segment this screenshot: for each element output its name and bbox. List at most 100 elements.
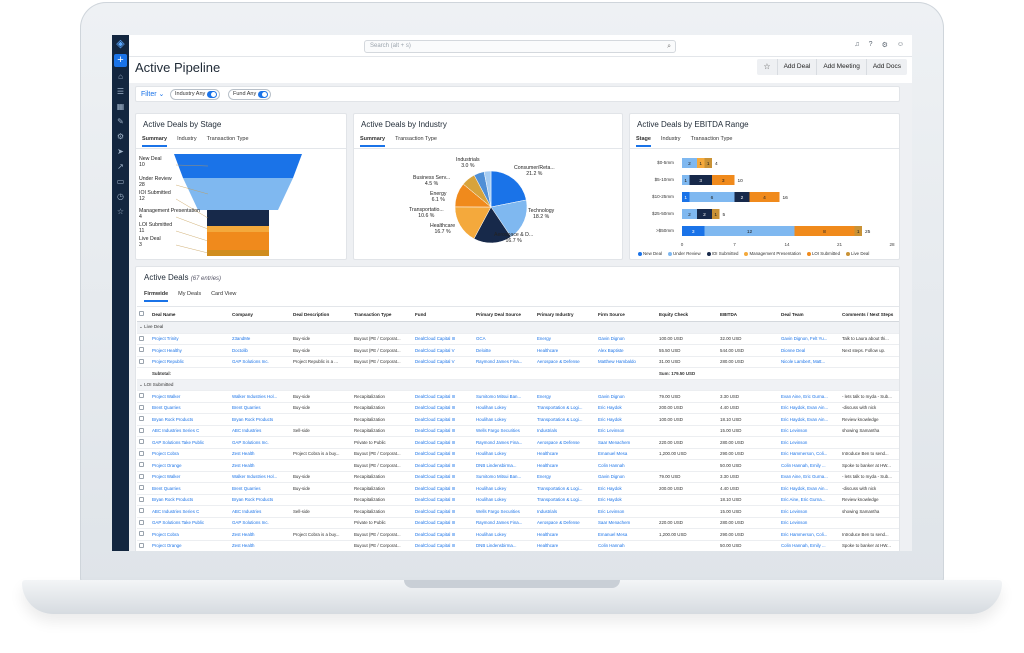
table-cell[interactable]: Eric Haydok, Evan Ain... <box>779 413 840 426</box>
bar-segment[interactable] <box>689 192 735 202</box>
bell-icon[interactable]: ♫ <box>854 41 860 48</box>
table-cell[interactable]: Zest Health <box>230 528 291 541</box>
table-cell[interactable]: DealCloud Capital III <box>413 494 474 506</box>
help-icon[interactable]: ? <box>868 41 873 48</box>
group-header-label[interactable]: ⌄ LOI Submitted <box>137 379 899 391</box>
select-all-checkbox[interactable] <box>137 306 150 322</box>
add-deal-button[interactable]: Add Deal <box>776 59 817 75</box>
table-cell[interactable]: Project Orange <box>150 459 230 472</box>
tab-summary[interactable]: Summary <box>360 136 386 147</box>
bar-segment[interactable] <box>749 192 780 202</box>
funnel-band[interactable] <box>174 154 302 178</box>
table-cell[interactable]: Eric Haydok, Evan Ain... <box>779 482 840 495</box>
table-cell[interactable]: GAP Solutions Take Public <box>150 517 230 529</box>
table-cell[interactable]: Emanuel Mesa <box>596 528 657 541</box>
table-cell[interactable]: Bryan Rock Products <box>230 413 291 426</box>
table-row[interactable]: Project Trinity 23andMe Buy-side Buyout (PE… <box>137 333 899 345</box>
bar-segment[interactable] <box>854 226 863 236</box>
column-header[interactable]: Transaction Type <box>352 306 413 322</box>
table-cell[interactable]: DNB Lindensbirma... <box>474 540 535 551</box>
bar-segment[interactable] <box>682 226 705 236</box>
list-icon[interactable]: ☰ <box>116 87 125 96</box>
table-cell[interactable]: Zest Health <box>230 459 291 472</box>
bar-segment[interactable] <box>712 175 735 185</box>
table-row[interactable]: Project Cobra Zest Health Project Cobra is… <box>137 448 899 460</box>
table-cell[interactable]: Saar Menachem <box>596 517 657 529</box>
table-cell[interactable]: DealCloud Capital V <box>413 344 474 357</box>
table-cell[interactable]: Evan Aine, Eric Gurna... <box>779 390 840 403</box>
table-cell[interactable]: Deloitte <box>474 344 535 357</box>
table-cell[interactable]: DealCloud Capital III <box>413 482 474 495</box>
table-cell[interactable]: DealCloud Capital III <box>413 333 474 345</box>
pie-slice[interactable] <box>490 199 528 238</box>
table-cell[interactable]: Evan Aine, Eric Gurna... <box>779 471 840 483</box>
table-cell[interactable]: DealCloud Capital III <box>413 540 474 551</box>
pie-slice[interactable] <box>490 170 527 208</box>
bar-segment[interactable] <box>682 209 697 219</box>
bar-segment[interactable] <box>704 226 795 236</box>
row-checkbox[interactable] <box>137 517 150 529</box>
table-cell[interactable]: Bryan Rock Products <box>150 413 230 426</box>
table-cell[interactable]: Brent Quarries <box>150 482 230 495</box>
table-cell[interactable]: Houlihan Lokey <box>474 482 535 495</box>
table-cell[interactable]: Walker Industries Hol... <box>230 390 291 403</box>
tab-my-deals[interactable]: My Deals <box>178 291 202 297</box>
legend-item[interactable]: New Deal <box>638 251 662 256</box>
tab-industry[interactable]: Industry <box>660 136 681 142</box>
bar-segment[interactable] <box>697 158 705 168</box>
table-cell[interactable]: Project Republic <box>150 356 230 368</box>
table-cell[interactable]: DealCloud Capital III <box>413 505 474 518</box>
table-cell[interactable]: Eric Levinson <box>779 517 840 529</box>
table-cell[interactable]: Transportation & Logi... <box>535 413 596 426</box>
add-docs-button[interactable]: Add Docs <box>865 59 907 75</box>
table-cell[interactable]: Colin Hannah, Emily ... <box>779 540 840 551</box>
table-cell[interactable]: Houlihan Lokey <box>474 413 535 426</box>
column-header[interactable]: Deal Name <box>150 306 230 322</box>
table-cell[interactable]: ABC Industries Series C <box>150 425 230 437</box>
table-cell[interactable]: Healthcare <box>535 459 596 472</box>
table-cell[interactable]: DealCloud Capital III <box>413 528 474 541</box>
table-row[interactable]: Brent Quarries Brent Quarries Buy-side Reca… <box>137 402 899 414</box>
row-checkbox[interactable] <box>137 471 150 483</box>
table-cell[interactable]: DealCloud Capital III <box>413 448 474 460</box>
legend-item[interactable]: IOI Submitted <box>706 251 738 256</box>
table-cell[interactable]: Energy <box>535 390 596 403</box>
table-cell[interactable]: ABC Industries <box>230 505 291 518</box>
table-cell[interactable]: DealCloud Capital III <box>413 390 474 403</box>
column-header[interactable]: EBITDA <box>718 306 779 322</box>
table-cell[interactable]: Alex Baptiste <box>596 344 657 357</box>
group-header-label[interactable]: ⌄ Live Deal <box>137 321 899 334</box>
legend-item[interactable]: Under Review <box>668 251 701 256</box>
table-cell[interactable]: Aerospace & Defense <box>535 436 596 449</box>
table-row[interactable]: GAP Solutions Take Public GAP Solutions I… <box>137 436 899 449</box>
column-header[interactable]: Company <box>230 306 291 322</box>
column-header[interactable]: Fund <box>413 306 474 322</box>
table-cell[interactable]: Eric Haydok <box>596 402 657 414</box>
table-cell[interactable]: DealCloud Capital V <box>413 356 474 368</box>
column-header[interactable]: Primary Industry <box>535 306 596 322</box>
table-row[interactable]: Project Walker Walker Industries Hol... Bu… <box>137 390 899 403</box>
row-checkbox[interactable] <box>137 528 150 541</box>
table-cell[interactable]: DealCloud Capital III <box>413 402 474 414</box>
row-checkbox[interactable] <box>137 333 150 345</box>
table-cell[interactable]: Healthcare <box>535 448 596 460</box>
table-cell[interactable]: Brent Quarries <box>230 402 291 414</box>
row-checkbox[interactable] <box>137 494 150 506</box>
rocket-icon[interactable]: ↗ <box>117 162 124 171</box>
table-cell[interactable]: DealCloud Capital III <box>413 517 474 529</box>
table-cell[interactable]: GAP Solutions Inc. <box>230 517 291 529</box>
table-row[interactable]: Project Orange Zest Health Buyout (PE / Co… <box>137 459 899 472</box>
table-cell[interactable]: Project Walker <box>150 471 230 483</box>
table-cell[interactable]: Sumitomo Mitsui Ban... <box>474 471 535 483</box>
tab-transaction-type[interactable]: Transaction Type <box>690 136 733 142</box>
table-cell[interactable]: Project Trinity <box>150 333 230 345</box>
table-cell[interactable]: Houlihan Lokey <box>474 494 535 506</box>
industry-toggle[interactable] <box>207 91 218 98</box>
table-cell[interactable]: Doctolib <box>230 344 291 357</box>
table-cell[interactable]: Sumitomo Mitsui Ban... <box>474 390 535 403</box>
tab-industry[interactable]: Industry <box>177 136 197 142</box>
table-cell[interactable]: Colin Hannah <box>596 459 657 472</box>
table-cell[interactable]: Raymond James Fina... <box>474 436 535 449</box>
bar-segment[interactable] <box>697 209 712 219</box>
funnel-band[interactable] <box>207 226 269 232</box>
